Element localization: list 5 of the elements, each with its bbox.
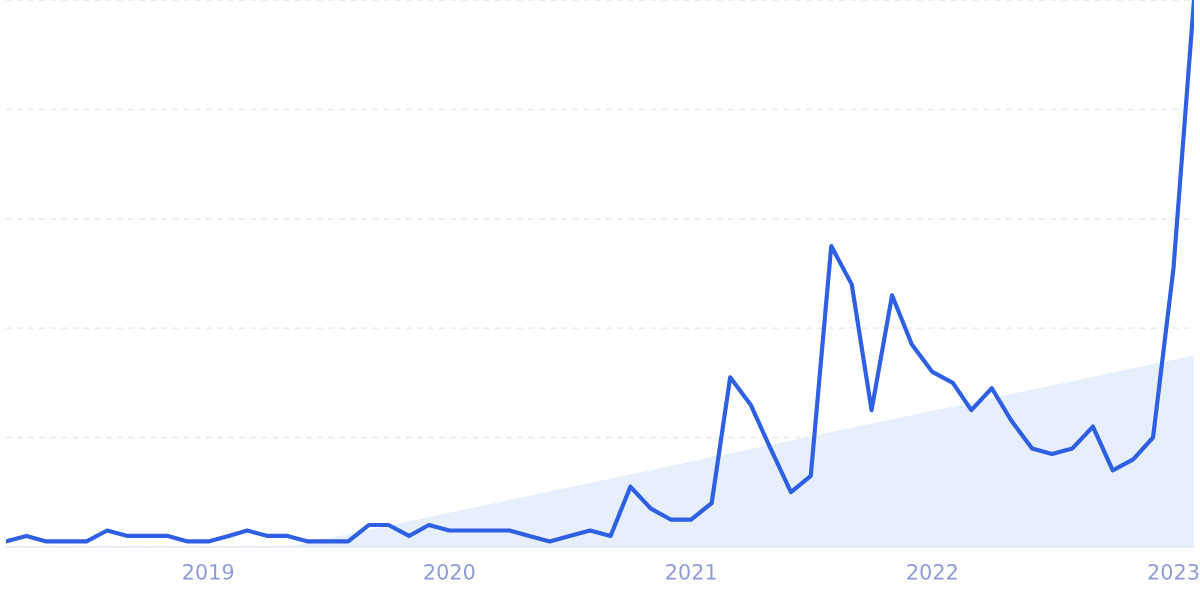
x-tick-label: 2022 — [907, 563, 957, 580]
x-tick-label: 2023 — [1148, 563, 1199, 580]
x-tick-label: 2019 — [183, 563, 234, 580]
x-tick-label: 2020 — [424, 563, 475, 580]
x-tick-label: 2021 — [666, 563, 716, 580]
